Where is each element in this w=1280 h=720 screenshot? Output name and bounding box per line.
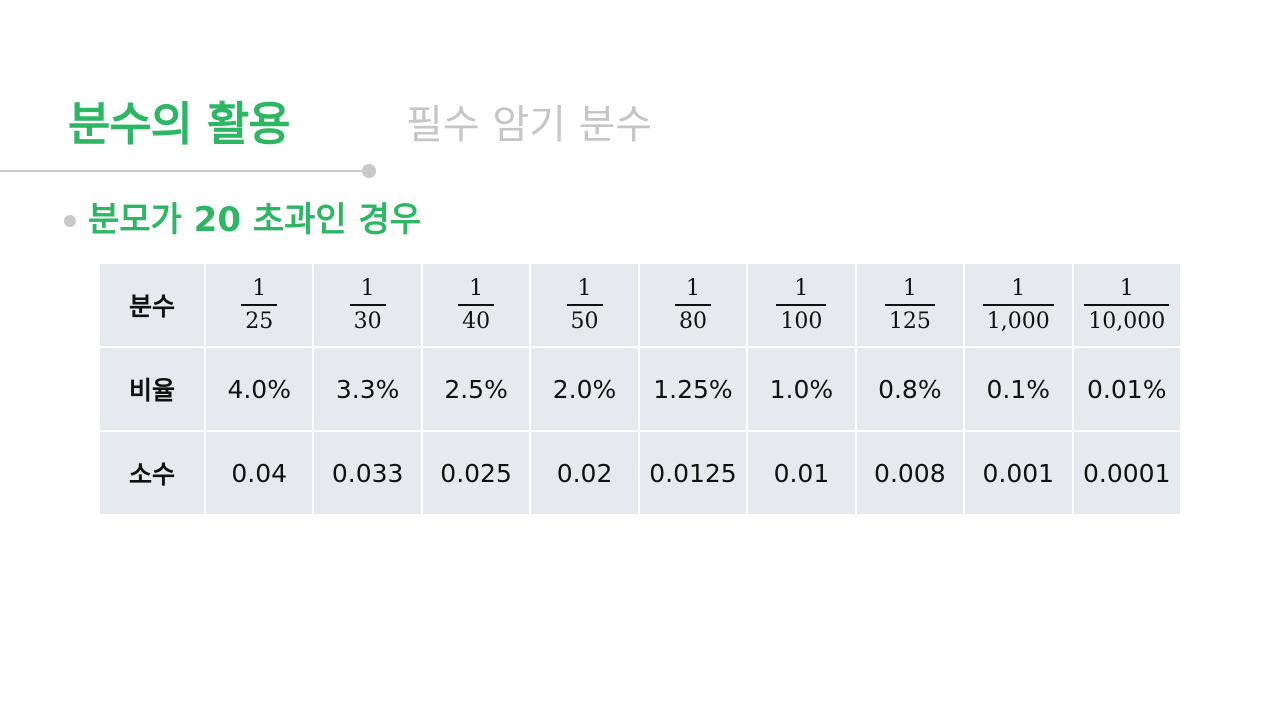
ratio-cell: 0.8% (854, 346, 966, 432)
ratio-cell: 1.0% (746, 346, 857, 432)
numerator: 1 (566, 276, 603, 306)
table-row-decimal: 소수 0.04 0.033 0.025 0.02 0.0125 0.01 0.0… (98, 430, 1182, 516)
decimal-cell: 0.02 (529, 430, 640, 516)
fraction-table: 분수 1 25 1 30 1 40 1 50 1 80 1 100 1 125 1 1,000 … (98, 262, 1182, 516)
fraction: 1 80 (674, 276, 711, 335)
denominator: 50 (570, 308, 599, 334)
fraction: 1 1,000 (982, 276, 1054, 335)
decimal-cell: 0.025 (420, 430, 532, 516)
ratio-cell: 4.0% (203, 346, 315, 432)
page-subtitle: 필수 암기 분수 (406, 102, 653, 148)
fraction: 1 125 (884, 276, 935, 335)
denominator: 25 (245, 308, 274, 334)
section-heading: 분모가 20 초과인 경우 (88, 200, 422, 240)
ratio-cell: 0.1% (963, 346, 1074, 432)
fraction-cell: 1 30 (312, 262, 423, 348)
numerator: 1 (458, 276, 495, 306)
numerator: 1 (241, 276, 278, 306)
ratio-cell: 1.25% (637, 346, 749, 432)
page-title: 분수의 활용 (68, 97, 291, 151)
fraction-cell: 1 25 (203, 262, 315, 348)
decimal-cell: 0.0001 (1071, 430, 1182, 516)
fraction: 1 30 (349, 276, 386, 335)
table-row-ratio: 비율 4.0% 3.3% 2.5% 2.0% 1.25% 1.0% 0.8% 0… (98, 346, 1182, 432)
ratio-cell: 0.01% (1071, 346, 1182, 432)
fraction-cell: 1 125 (854, 262, 966, 348)
row-header-fraction: 분수 (98, 262, 206, 348)
numerator: 1 (674, 276, 711, 306)
decimal-cell: 0.04 (203, 430, 315, 516)
numerator: 1 (349, 276, 386, 306)
fraction-cell: 1 100 (746, 262, 857, 348)
title-divider (0, 170, 366, 172)
numerator: 1 (884, 276, 935, 306)
numerator: 1 (1084, 276, 1170, 306)
fraction: 1 50 (566, 276, 603, 335)
decimal-cell: 0.001 (963, 430, 1074, 516)
denominator: 40 (462, 308, 491, 334)
decimal-cell: 0.008 (854, 430, 966, 516)
bullet-dot-icon (64, 215, 76, 227)
row-header-decimal: 소수 (98, 430, 206, 516)
fraction: 1 10,000 (1084, 276, 1170, 335)
denominator: 125 (888, 308, 931, 334)
denominator: 100 (780, 308, 823, 334)
row-header-ratio: 비율 (98, 346, 206, 432)
fraction-cell: 1 40 (420, 262, 532, 348)
decimal-cell: 0.033 (312, 430, 423, 516)
denominator: 80 (678, 308, 707, 334)
fraction: 1 25 (241, 276, 278, 335)
denominator: 30 (353, 308, 382, 334)
divider-dot-icon (362, 164, 376, 178)
denominator: 1,000 (986, 308, 1050, 334)
fraction: 1 40 (458, 276, 495, 335)
numerator: 1 (982, 276, 1054, 306)
fraction-cell: 1 50 (529, 262, 640, 348)
decimal-cell: 0.0125 (637, 430, 749, 516)
fraction: 1 100 (776, 276, 827, 335)
fraction-cell: 1 1,000 (963, 262, 1074, 348)
fraction-cell: 1 80 (637, 262, 749, 348)
ratio-cell: 2.0% (529, 346, 640, 432)
numerator: 1 (776, 276, 827, 306)
ratio-cell: 3.3% (312, 346, 423, 432)
ratio-cell: 2.5% (420, 346, 532, 432)
fraction-cell: 1 10,000 (1071, 262, 1182, 348)
decimal-cell: 0.01 (746, 430, 857, 516)
denominator: 10,000 (1088, 308, 1166, 334)
table-row-fraction: 분수 1 25 1 30 1 40 1 50 1 80 1 100 1 125 1 1,000 … (98, 262, 1182, 348)
